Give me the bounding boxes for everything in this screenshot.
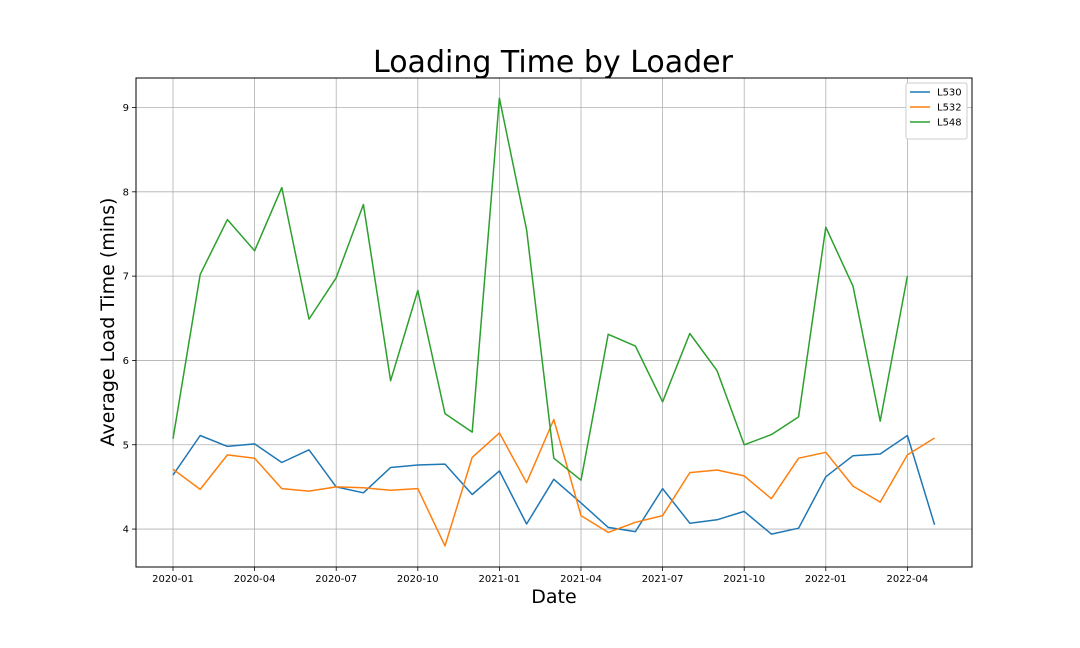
y-axis: 4 5 6 7 8 9 <box>123 103 136 536</box>
x-tick-label: 2020-01 <box>152 574 194 585</box>
legend-label: L532 <box>937 103 962 114</box>
chart-title: Loading Time by Loader <box>373 45 734 80</box>
legend-box <box>905 82 968 140</box>
x-tick-label: 2021-04 <box>560 574 602 585</box>
y-tick-label: 7 <box>123 272 129 283</box>
x-axis-label: Date <box>531 586 576 608</box>
series-line-l548 <box>172 97 909 481</box>
x-axis: 2020-01 2020-04 2020-07 2020-10 2021-01 2021-… <box>152 567 928 585</box>
x-tick-label: 2022-04 <box>887 574 929 585</box>
x-tick-label: 2021-10 <box>723 574 765 585</box>
legend-label: L530 <box>937 88 962 99</box>
legend-label: L548 <box>937 118 962 129</box>
plot-area <box>135 77 973 568</box>
series-line-l532 <box>172 418 935 547</box>
y-tick-label: 5 <box>123 440 129 451</box>
x-tick-label: 2020-07 <box>315 574 357 585</box>
y-tick-label: 4 <box>123 525 129 536</box>
x-tick-label: 2020-10 <box>397 574 439 585</box>
grid <box>136 78 972 567</box>
y-tick-label: 9 <box>123 103 129 114</box>
y-axis-label: Average Load Time (mins) <box>97 198 119 447</box>
series-layer <box>172 97 936 547</box>
x-tick-label: 2020-04 <box>234 574 276 585</box>
series-line-l530 <box>172 434 936 535</box>
legend: L530 L532 L548 <box>905 82 968 140</box>
y-tick-label: 8 <box>123 187 129 198</box>
x-tick-label: 2022-01 <box>805 574 847 585</box>
x-tick-label: 2021-07 <box>642 574 684 585</box>
x-tick-label: 2021-01 <box>479 574 521 585</box>
y-tick-label: 6 <box>123 356 129 367</box>
